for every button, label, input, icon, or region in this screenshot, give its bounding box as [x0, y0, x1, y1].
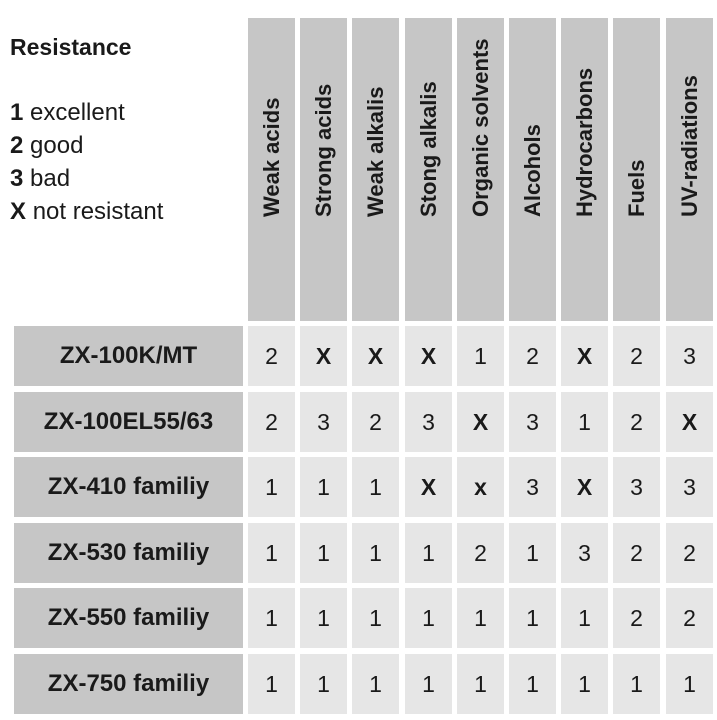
table-cell: 2 — [248, 326, 295, 386]
table-cell: 3 — [509, 457, 556, 517]
table-cell: 2 — [666, 588, 713, 648]
table-cell: 1 — [300, 588, 347, 648]
legend-text: good — [30, 132, 84, 159]
table-cell: 2 — [666, 523, 713, 583]
table-cell: 2 — [613, 523, 660, 583]
table-cell: 1 — [352, 588, 399, 648]
legend-key: 1 — [10, 99, 24, 126]
table-cell: 1 — [561, 654, 608, 714]
table-cell: 1 — [457, 326, 504, 386]
table-cell: 1 — [352, 523, 399, 583]
table-cell: 1 — [405, 654, 452, 714]
table-cell: 2 — [248, 392, 295, 452]
column-header: Alcohols — [509, 18, 556, 321]
table-cell: 3 — [300, 392, 347, 452]
row-header: ZX-530 familiy — [14, 523, 243, 583]
column-header-label: Stong alkalis — [415, 81, 441, 217]
column-header-label: UV-radiations — [676, 75, 702, 217]
table-cell: 1 — [352, 457, 399, 517]
table-cell: 1 — [352, 654, 399, 714]
table-cell: 3 — [613, 457, 660, 517]
table-cell: 1 — [300, 523, 347, 583]
table-cell: 1 — [561, 588, 608, 648]
table-cell: X — [457, 392, 504, 452]
table-cell: 2 — [613, 326, 660, 386]
table-cell: 1 — [405, 523, 452, 583]
table-cell: 1 — [248, 523, 295, 583]
table-cell: X — [300, 326, 347, 386]
legend-key: X — [10, 198, 27, 225]
legend-text: bad — [30, 165, 71, 192]
table-cell: 1 — [509, 588, 556, 648]
table-cell: 1 — [248, 588, 295, 648]
column-header-label: Organic solvents — [467, 38, 493, 217]
column-header-label: Weak alkalis — [362, 86, 388, 217]
legend-item-excellent: 1 excellent — [10, 96, 240, 129]
table-cell: 3 — [666, 457, 713, 517]
table-cell: x — [457, 457, 504, 517]
legend-title: Resistance — [10, 34, 132, 60]
row-header: ZX-550 familiy — [14, 588, 243, 648]
row-header: ZX-100K/MT — [14, 326, 243, 386]
table-cell: 1 — [457, 654, 504, 714]
table-cell: 2 — [613, 392, 660, 452]
column-header: UV-radiations — [666, 18, 713, 321]
row-header: ZX-410 familiy — [14, 457, 243, 517]
column-header: Fuels — [613, 18, 660, 321]
table-cell: 1 — [300, 654, 347, 714]
legend-item-not-resistant: X not resistant — [10, 195, 240, 228]
legend-key: 2 — [10, 132, 24, 159]
column-header-label: Strong acids — [310, 83, 336, 217]
table-cell: 3 — [561, 523, 608, 583]
column-header-label: Alcohols — [519, 124, 545, 217]
legend: Resistance 1 excellent 2 good 3 bad X no… — [10, 32, 240, 228]
column-header: Weak alkalis — [352, 18, 399, 321]
table-cell: 2 — [509, 326, 556, 386]
table-cell: 3 — [509, 392, 556, 452]
column-header: Stong alkalis — [405, 18, 452, 321]
table-cell: 1 — [248, 457, 295, 517]
legend-key: 3 — [10, 165, 24, 192]
legend-text: not resistant — [32, 198, 164, 225]
table-cell: 2 — [613, 588, 660, 648]
table-cell: X — [352, 326, 399, 386]
table-cell: 1 — [457, 588, 504, 648]
legend-item-bad: 3 bad — [10, 162, 240, 195]
table-cell: 1 — [248, 654, 295, 714]
table-cell: 1 — [509, 654, 556, 714]
table-cell: 2 — [352, 392, 399, 452]
table-cell: 1 — [509, 523, 556, 583]
table-cell: 1 — [405, 588, 452, 648]
table-cell: X — [666, 392, 713, 452]
table-cell: 3 — [405, 392, 452, 452]
column-header: Strong acids — [300, 18, 347, 321]
legend-item-good: 2 good — [10, 129, 240, 162]
column-header: Weak acids — [248, 18, 295, 321]
table-cell: X — [561, 457, 608, 517]
column-header: Organic solvents — [457, 18, 504, 321]
column-header: Hydrocarbons — [561, 18, 608, 321]
table-cell: 1 — [561, 392, 608, 452]
column-header-label: Fuels — [623, 159, 649, 217]
table-cell: 1 — [666, 654, 713, 714]
table-cell: X — [405, 326, 452, 386]
column-header-label: Hydrocarbons — [571, 67, 597, 217]
table-cell: 2 — [457, 523, 504, 583]
table-cell: 1 — [613, 654, 660, 714]
table-cell: X — [561, 326, 608, 386]
column-header-label: Weak acids — [258, 97, 284, 217]
row-header: ZX-750 familiy — [14, 654, 243, 714]
row-header: ZX-100EL55/63 — [14, 392, 243, 452]
table-cell: 1 — [300, 457, 347, 517]
table-cell: 3 — [666, 326, 713, 386]
table-cell: X — [405, 457, 452, 517]
legend-text: excellent — [30, 99, 125, 126]
